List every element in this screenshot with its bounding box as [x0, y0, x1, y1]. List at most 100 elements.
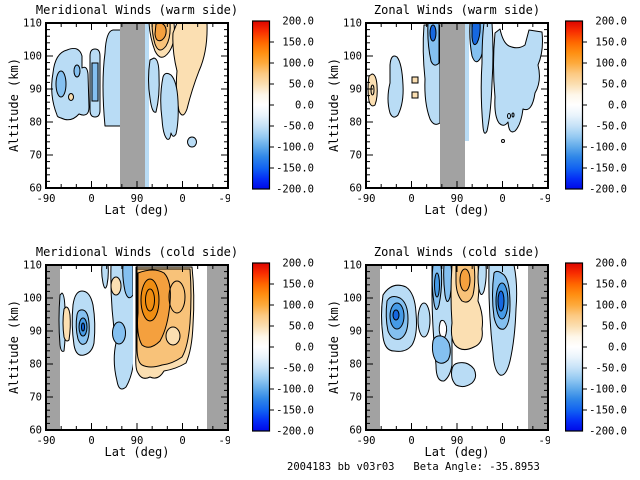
- contour-shape: [154, 23, 167, 42]
- plot-frame: [365, 22, 549, 189]
- tick-label: -100.0: [276, 142, 314, 154]
- tick-label: 110: [344, 18, 362, 30]
- contour-shape: [101, 265, 109, 289]
- colorbar: 200.0 150.0 100.0 50.0 0.0 -50.0 -100.0 -150.0 -…: [252, 16, 314, 196]
- footer-text: 2004183 bb v03r03 Beta Angle: -35.8953: [287, 461, 540, 473]
- tick-label: -100.0: [589, 384, 627, 396]
- tick-label: 0: [499, 435, 505, 447]
- contour-shape: [431, 335, 451, 364]
- colorbar: 200.0 150.0 100.0 50.0 0.0 -50.0 -100.0 -150.0 -…: [565, 258, 627, 438]
- colorbar: 200.0 150.0 100.0 50.0 0.0 -50.0 -100.0 -150.0 -…: [565, 16, 627, 196]
- tick-label: 90: [131, 435, 144, 447]
- panel-meridional-cold: Meridional Winds (cold side) Altitude (k…: [0, 242, 320, 480]
- tick-label: 60: [349, 183, 362, 195]
- contour-plot: -90 0 90 0 -90 110 100 90 80 70 60: [24, 260, 230, 448]
- contour-plot: -90 0 90 0 -90 110 100 90 80 70 60: [344, 260, 550, 448]
- contour-shape: [62, 306, 71, 342]
- tick-label: 100.0: [282, 58, 314, 70]
- tick-label: 150.0: [595, 279, 627, 291]
- tick-label: 150.0: [282, 279, 314, 291]
- tick-label: 0: [88, 193, 94, 205]
- tick-label: -90: [539, 435, 550, 447]
- contour-shape: [172, 23, 208, 116]
- contour-layer: [51, 23, 208, 188]
- colorbar-gradient: [252, 262, 271, 432]
- contour-shape: [55, 70, 67, 98]
- tick-label: 90: [349, 84, 362, 96]
- contour-shape: [145, 23, 149, 188]
- contour-shape: [68, 93, 74, 101]
- plot-frame: [45, 22, 229, 189]
- y-axis-label: Altitude (km): [327, 58, 341, 152]
- panel-title: Meridional Winds (cold side): [35, 245, 239, 259]
- tick-label: 100.0: [282, 300, 314, 312]
- y-axis-label: Altitude (km): [7, 300, 21, 394]
- tick-label: 50.0: [289, 321, 314, 333]
- tick-label: -100.0: [589, 142, 627, 154]
- colorbar-gradient: [252, 20, 271, 190]
- tick-label: -150.0: [589, 405, 627, 417]
- tick-label: 110: [24, 18, 42, 30]
- tick-label: 70: [29, 150, 42, 162]
- contour-line: [501, 139, 505, 143]
- tick-label: 100.0: [595, 58, 627, 70]
- tick-label: 200.0: [595, 258, 627, 270]
- tick-label: -90: [357, 435, 376, 447]
- tick-label: -90: [219, 435, 230, 447]
- tick-label: 60: [349, 425, 362, 437]
- contour-layer: [367, 23, 543, 188]
- contour-shape: [465, 23, 469, 141]
- panel-zonal-warm: Zonal Winds (warm side) Altitude (km) -9…: [320, 0, 640, 240]
- tick-label: 90: [131, 193, 144, 205]
- tick-label: 70: [349, 392, 362, 404]
- panel-meridional-warm: Meridional Winds (warm side) Altitude (k…: [0, 0, 320, 240]
- tick-label: 0.0: [608, 342, 627, 354]
- tick-label: 110: [344, 260, 362, 272]
- plot-frame: [365, 264, 549, 431]
- tick-label: 80: [349, 359, 362, 371]
- contour-line: [168, 280, 186, 314]
- axis-ticks: [365, 22, 549, 189]
- tick-label: -90: [37, 193, 56, 205]
- tick-label: 0.0: [608, 100, 627, 112]
- x-axis-label: Lat (deg): [424, 445, 490, 459]
- contour-shape: [480, 23, 494, 134]
- contour-line: [145, 288, 155, 312]
- tick-label: 80: [29, 359, 42, 371]
- tick-label: 0: [408, 193, 414, 205]
- contour-layer: [46, 265, 228, 430]
- tick-label: 90: [451, 193, 464, 205]
- contour-shape: [122, 265, 134, 299]
- colorbar-ticks: [269, 283, 274, 411]
- axis-ticks: [45, 22, 229, 189]
- colorbar: 200.0 150.0 100.0 50.0 0.0 -50.0 -100.0 -150.0 -…: [252, 258, 314, 438]
- colorbar-gradient: [565, 20, 584, 190]
- x-axis-label: Lat (deg): [104, 445, 170, 459]
- tick-label: -50.0: [282, 121, 314, 133]
- x-axis-label: Lat (deg): [424, 203, 490, 217]
- tick-label: 0: [408, 435, 414, 447]
- axis-ticks: [45, 264, 229, 431]
- panel-zonal-cold: Zonal Winds (cold side) Altitude (km) -9…: [320, 242, 640, 480]
- contour-plot: -90 0 90 0 -90 110 100 90 80 70 60: [24, 18, 230, 206]
- tick-label: -90: [37, 435, 56, 447]
- y-axis-label: Altitude (km): [7, 58, 21, 152]
- tick-label: 70: [29, 392, 42, 404]
- tick-label: 200.0: [282, 258, 314, 270]
- contour-shape: [497, 290, 505, 312]
- contour-shape: [411, 91, 419, 99]
- contour-shape: [73, 64, 81, 78]
- tick-label: 50.0: [602, 79, 627, 91]
- contour-shape: [477, 265, 487, 295]
- data-gap-band: [207, 265, 228, 430]
- tick-label: 100: [24, 51, 42, 63]
- tick-label: -150.0: [276, 405, 314, 417]
- tick-label: 80: [349, 117, 362, 129]
- contour-shape: [438, 319, 448, 339]
- tick-label: -50.0: [595, 121, 627, 133]
- tick-label: 0: [499, 193, 505, 205]
- tick-label: -50.0: [595, 363, 627, 375]
- plot-frame: [45, 264, 229, 431]
- tick-label: 200.0: [595, 16, 627, 28]
- data-gap-band: [46, 265, 60, 430]
